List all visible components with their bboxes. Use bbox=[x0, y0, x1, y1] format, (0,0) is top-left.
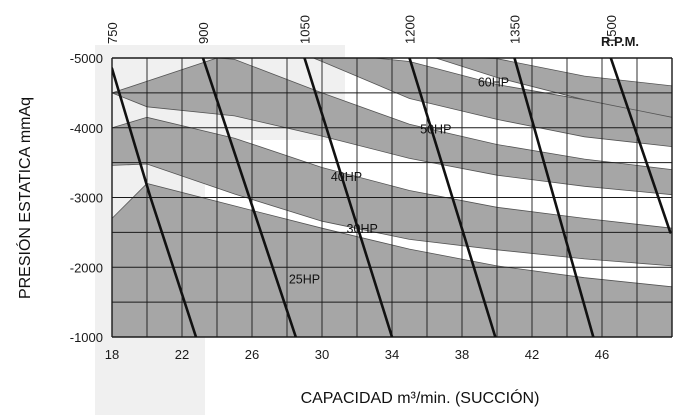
x-tick-label: 34 bbox=[385, 347, 399, 362]
rpm-labels: 750 900 1050 1200 1350 1500 bbox=[105, 15, 619, 44]
x-tick-label: 38 bbox=[455, 347, 469, 362]
y-tick-label: -3000 bbox=[70, 191, 103, 206]
rpm-curve bbox=[408, 58, 497, 337]
rpm-curve bbox=[609, 58, 672, 234]
rpm-curves bbox=[112, 58, 672, 337]
x-tick-label: 46 bbox=[595, 347, 609, 362]
rpm-label: 1500 bbox=[604, 15, 619, 44]
x-tick-label: 18 bbox=[105, 347, 119, 362]
x-tick-label: 26 bbox=[245, 347, 259, 362]
rpm-label: 900 bbox=[196, 22, 211, 44]
rpm-label: 750 bbox=[105, 22, 120, 44]
rpm-label: 1350 bbox=[508, 15, 523, 44]
y-tick-label: -2000 bbox=[70, 260, 103, 275]
hp-labels: 25HP 30HP 40HP 50HP 60HP bbox=[289, 76, 509, 287]
rpm-curve bbox=[112, 67, 198, 337]
hp-band bbox=[313, 58, 672, 148]
hp-label: 60HP bbox=[478, 76, 509, 90]
y-tick-label: -5000 bbox=[70, 51, 103, 66]
rpm-label: 1200 bbox=[403, 15, 418, 44]
x-tick-labels: 18 22 26 30 34 38 42 46 bbox=[105, 347, 609, 362]
rpm-curve bbox=[201, 58, 298, 337]
y-tick-labels: -1000 -2000 -3000 -4000 -5000 bbox=[70, 51, 103, 345]
y-tick-label: -1000 bbox=[70, 330, 103, 345]
x-tick-label: 22 bbox=[175, 347, 189, 362]
hp-label: 40HP bbox=[331, 170, 362, 184]
rpm-axis-label: R.P.M. bbox=[601, 34, 639, 49]
hp-label: 25HP bbox=[289, 272, 320, 286]
grid-lines bbox=[111, 57, 673, 338]
hp-label: 50HP bbox=[420, 122, 451, 136]
rpm-label: 1050 bbox=[298, 15, 313, 44]
x-tick-label: 30 bbox=[315, 347, 329, 362]
y-tick-label: -4000 bbox=[70, 121, 103, 136]
rpm-curve bbox=[513, 58, 595, 337]
hp-label: 30HP bbox=[347, 222, 378, 236]
rpm-curve bbox=[303, 58, 394, 337]
x-axis-label: CAPACIDAD m³/min. (SUCCIÓN) bbox=[301, 388, 540, 407]
x-tick-label: 42 bbox=[525, 347, 539, 362]
y-axis-label: PRESIÓN ESTATICA mmAq bbox=[15, 97, 34, 299]
hp-band bbox=[435, 58, 672, 118]
